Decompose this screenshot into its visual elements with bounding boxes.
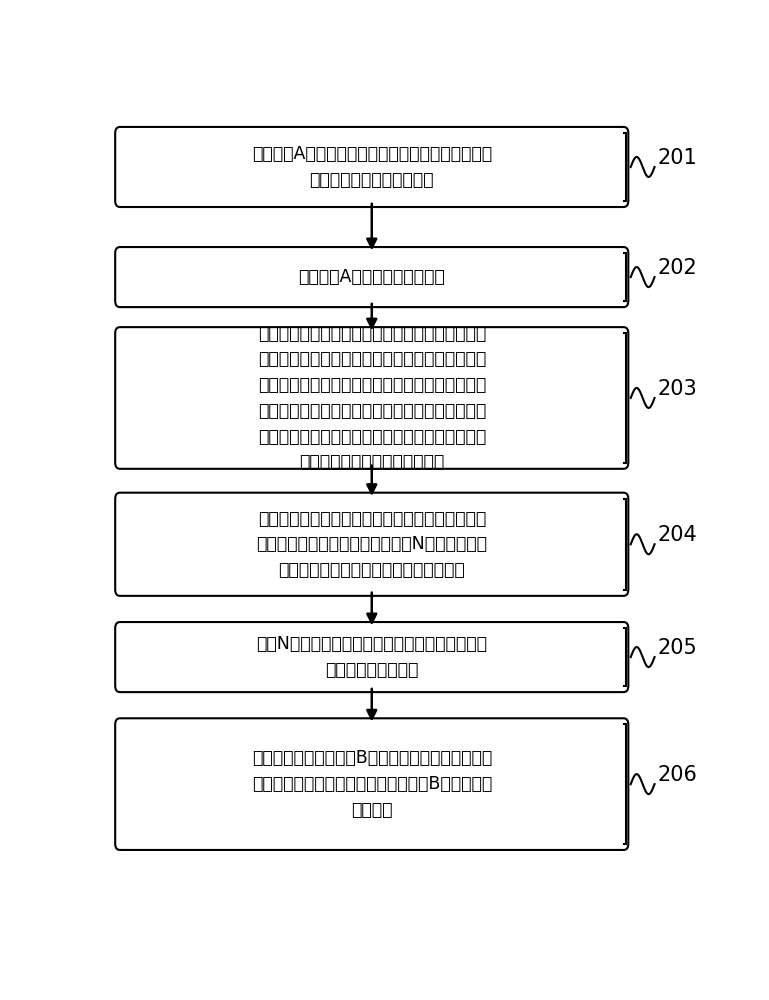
Text: 204: 204	[657, 525, 697, 545]
Text: 根据第一历史约车订单集合中各第一历史约车订单
在停靠时对应的速度信息、各第一历史约车订单的
实际停靠位置与预约停靠位置之间的距离信息、各
第一历史约车订单运行范: 根据第一历史约车订单集合中各第一历史约车订单 在停靠时对应的速度信息、各第一历史…	[258, 325, 486, 471]
Text: 201: 201	[657, 148, 697, 168]
FancyBboxPatch shape	[115, 247, 628, 307]
FancyBboxPatch shape	[115, 718, 628, 850]
Text: 获取城市A在某段时间内对应的第一历史约车订单，
生成第一历史约车订单集合: 获取城市A在某段时间内对应的第一历史约车订单， 生成第一历史约车订单集合	[251, 145, 492, 189]
FancyBboxPatch shape	[115, 622, 628, 692]
Text: 基于预设聚类算法，根据多个目标历史约车订单分
别对应的实际停靠位置，随机生成N个聚类中心点
，每个聚类中心点对应于一实际停靠位置: 基于预设聚类算法，根据多个目标历史约车订单分 别对应的实际停靠位置，随机生成N个…	[256, 510, 488, 579]
Text: 206: 206	[657, 765, 697, 785]
FancyBboxPatch shape	[115, 327, 628, 469]
FancyBboxPatch shape	[115, 127, 628, 207]
Text: 获取城市A对应的城市边界信息: 获取城市A对应的城市边界信息	[298, 268, 445, 286]
Text: 根据N个聚类中心点，基于预设聚类算法进行模型
训练，生成预设模型: 根据N个聚类中心点，基于预设聚类算法进行模型 训练，生成预设模型	[256, 635, 488, 679]
FancyBboxPatch shape	[115, 493, 628, 596]
Text: 根据预设模型以及城市B在某个时段内的多个经过数
据清洗的第二历史约车订单，确定城市B对应的目标
停靠位置: 根据预设模型以及城市B在某个时段内的多个经过数 据清洗的第二历史约车订单，确定城…	[251, 749, 492, 819]
Text: 203: 203	[657, 379, 697, 399]
Text: 205: 205	[657, 638, 697, 658]
Text: 202: 202	[657, 258, 697, 278]
